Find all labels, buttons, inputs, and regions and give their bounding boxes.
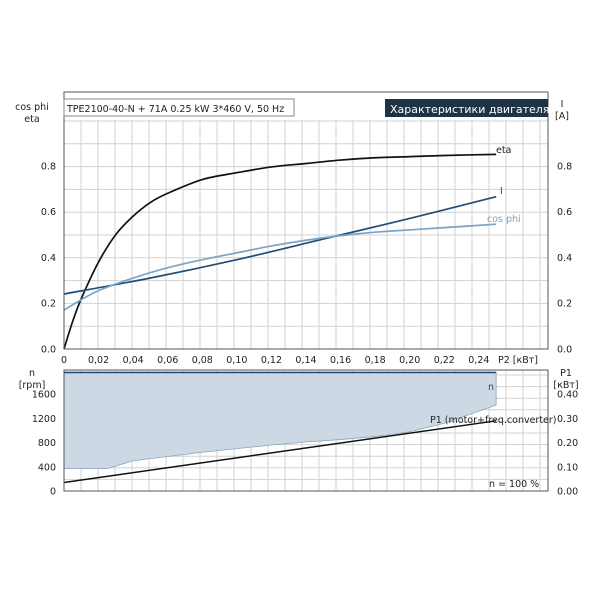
n-tick-label: 0	[50, 487, 56, 498]
n-operating-area	[63, 372, 497, 470]
y-tick-label-left: 0.4	[41, 253, 56, 264]
x-tick-label: 0,10	[226, 355, 247, 366]
x-tick-label: 0,16	[330, 355, 351, 366]
n-tick-label: 1200	[32, 414, 56, 425]
n-tick-label: 400	[38, 462, 56, 473]
chart-subtitle: TPE2100-40-N + 71A 0.25 kW 3*460 V, 50 H…	[66, 104, 284, 115]
n-tick-label: 800	[38, 438, 56, 449]
series-label-i: I	[500, 186, 503, 197]
upper-right-axis-label-2: [A]	[555, 111, 569, 122]
y-tick-label-left: 0.6	[41, 207, 56, 218]
series-label-cos-phi: cos phi	[487, 214, 521, 225]
series-i-line	[63, 195, 497, 295]
lower-annotation: n = 100 %	[489, 479, 539, 490]
upper-grid	[63, 120, 548, 350]
y-tick-label-right: 0.4	[557, 253, 572, 264]
lower-plot-frame	[63, 369, 549, 492]
x-tick-label: 0,22	[434, 355, 455, 366]
lower-y-tick-labels-right: 0.00 0.10 0.20 0.30 0.40	[557, 390, 578, 498]
p1-tick-label: 0.00	[557, 487, 578, 498]
lower-left-axis-label-1: n	[29, 368, 35, 379]
n-fill-region	[63, 372, 497, 470]
y-tick-label-left: 0.8	[41, 161, 56, 172]
chart-title: Характеристики двигателя	[390, 103, 549, 116]
y-tick-label-right: 0.0	[557, 345, 572, 356]
y-tick-label-right: 0.2	[557, 299, 572, 310]
x-tick-label: 0,02	[88, 355, 109, 366]
upper-series	[63, 153, 497, 350]
y-tick-label-right: 0.8	[557, 161, 572, 172]
series-label-eta: eta	[496, 145, 511, 156]
lower-series	[63, 371, 497, 484]
n-tick-label: 1600	[32, 390, 56, 401]
y-tick-label-left: 0.2	[41, 299, 56, 310]
x-tick-label: 0,18	[365, 355, 386, 366]
subtitle-box	[63, 98, 295, 117]
upper-right-axis-label-1: I	[561, 99, 564, 110]
series-eta-line	[63, 153, 497, 350]
y-tick-label-left: 0.0	[41, 345, 56, 356]
x-tick-label: 0,14	[295, 355, 316, 366]
upper-left-axis-label-2: eta	[24, 114, 39, 125]
x-tick-label: 0,08	[192, 355, 213, 366]
series-p1-line	[63, 420, 497, 484]
title-box	[385, 99, 548, 117]
p1-tick-label: 0.40	[557, 390, 578, 401]
lower-right-axis-label-2: [кВт]	[553, 380, 578, 391]
series-cos-phi-line	[63, 223, 497, 311]
upper-frame	[63, 91, 549, 350]
series-label-p1: P1 (motor+freq.converter)	[430, 415, 557, 426]
x-axis-label: P2 [кВт]	[498, 355, 538, 366]
y-tick-label-right: 0.6	[557, 207, 572, 218]
p1-tick-label: 0.20	[557, 438, 578, 449]
p1-tick-label: 0.30	[557, 414, 578, 425]
lower-frame	[63, 369, 549, 492]
x-tick-label: 0,12	[261, 355, 282, 366]
upper-y-tick-labels-right: 0.0 0.2 0.4 0.6 0.8	[557, 161, 572, 355]
x-tick-label: 0,04	[123, 355, 144, 366]
lower-y-tick-labels-left: 0 400 800 1200 1600	[32, 390, 56, 498]
lower-left-axis-label-2: [rpm]	[19, 380, 46, 391]
upper-y-tick-labels-left: 0.0 0.2 0.4 0.6 0.8	[41, 161, 56, 355]
x-tick-label: 0,20	[399, 355, 420, 366]
upper-x-tick-labels: 0 0,02 0,04 0,06 0,08 0,10 0,12 0,14 0,16 0,18 0,2…	[61, 355, 489, 366]
x-tick-label: 0,06	[157, 355, 178, 366]
series-label-n: n	[488, 382, 494, 393]
x-tick-label: 0,24	[468, 355, 489, 366]
upper-plot-frame	[63, 91, 549, 350]
upper-left-axis-label-1: cos phi	[15, 102, 49, 113]
x-tick-label: 0	[61, 355, 67, 366]
p1-tick-label: 0.10	[557, 462, 578, 473]
lower-right-axis-label-1: P1	[560, 368, 572, 379]
